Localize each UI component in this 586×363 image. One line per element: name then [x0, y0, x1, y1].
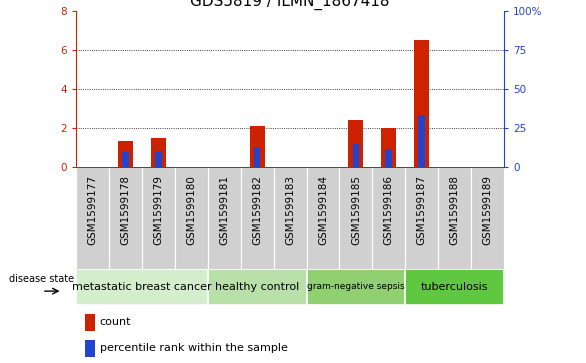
- Text: GSM1599185: GSM1599185: [351, 175, 361, 245]
- Bar: [349, 120, 363, 167]
- Bar: [85, 340, 96, 357]
- Text: percentile rank within the sample: percentile rank within the sample: [100, 343, 288, 354]
- Bar: [118, 140, 133, 167]
- Bar: [142, 167, 175, 269]
- Text: GSM1599179: GSM1599179: [154, 175, 163, 245]
- Text: GSM1599177: GSM1599177: [88, 175, 98, 245]
- Bar: [339, 167, 372, 269]
- Bar: [372, 167, 406, 269]
- Text: GSM1599178: GSM1599178: [121, 175, 131, 245]
- Bar: [306, 269, 406, 305]
- Bar: [175, 167, 208, 269]
- Bar: [471, 167, 504, 269]
- Bar: [274, 167, 306, 269]
- Text: GSM1599188: GSM1599188: [449, 175, 459, 245]
- Bar: [418, 115, 425, 167]
- Text: disease state: disease state: [9, 274, 74, 284]
- Text: count: count: [100, 317, 131, 327]
- Bar: [76, 269, 208, 305]
- Bar: [208, 269, 306, 305]
- Bar: [414, 40, 429, 167]
- Text: GSM1599187: GSM1599187: [417, 175, 427, 245]
- Text: GSM1599182: GSM1599182: [252, 175, 262, 245]
- Bar: [109, 167, 142, 269]
- Bar: [122, 152, 129, 167]
- Text: GSM1599186: GSM1599186: [384, 175, 394, 245]
- Bar: [85, 314, 96, 331]
- Text: gram-negative sepsis: gram-negative sepsis: [307, 282, 405, 291]
- Title: GDS5819 / ILMN_1867418: GDS5819 / ILMN_1867418: [190, 0, 390, 9]
- Text: GSM1599189: GSM1599189: [482, 175, 492, 245]
- Bar: [438, 167, 471, 269]
- Bar: [254, 147, 261, 167]
- Bar: [241, 167, 274, 269]
- Bar: [381, 128, 396, 167]
- Text: metastatic breast cancer: metastatic breast cancer: [72, 282, 212, 292]
- Text: healthy control: healthy control: [215, 282, 299, 292]
- Bar: [306, 167, 339, 269]
- Bar: [406, 167, 438, 269]
- Bar: [250, 126, 264, 167]
- Bar: [151, 138, 166, 167]
- Bar: [76, 167, 109, 269]
- Bar: [386, 149, 392, 167]
- Bar: [155, 151, 162, 167]
- Bar: [208, 167, 241, 269]
- Text: tuberculosis: tuberculosis: [421, 282, 488, 292]
- Text: GSM1599184: GSM1599184: [318, 175, 328, 245]
- Text: GSM1599183: GSM1599183: [285, 175, 295, 245]
- Bar: [406, 269, 504, 305]
- Bar: [353, 144, 359, 167]
- Text: GSM1599181: GSM1599181: [219, 175, 229, 245]
- Text: GSM1599180: GSM1599180: [186, 175, 196, 245]
